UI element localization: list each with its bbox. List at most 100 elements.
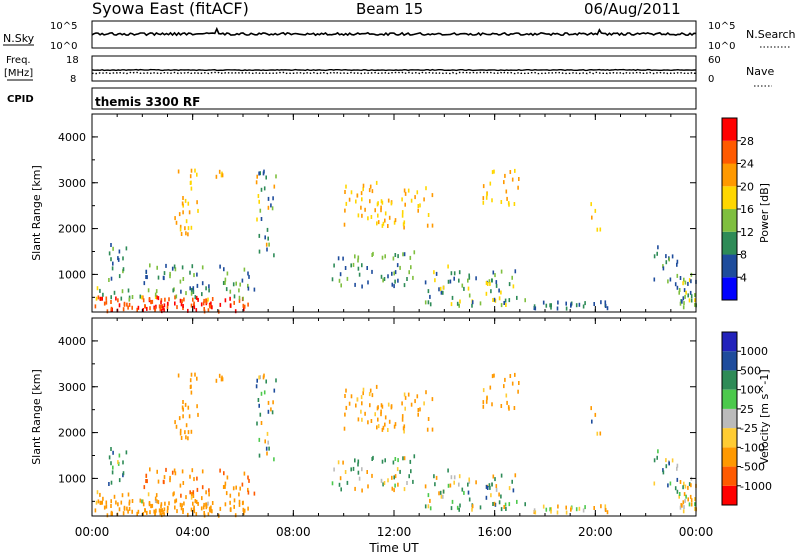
- data-cell: [192, 501, 194, 506]
- data-cell: [409, 255, 412, 260]
- data-cell: [258, 199, 260, 204]
- data-cell: [453, 480, 455, 485]
- data-cell: [471, 507, 473, 512]
- data-cell: [479, 301, 482, 306]
- data-cell: [196, 476, 198, 481]
- freq-tick-bottom: 8: [70, 74, 76, 85]
- data-cell: [434, 278, 436, 283]
- data-cell: [182, 210, 184, 215]
- data-cell: [375, 180, 378, 185]
- data-cell: [366, 266, 368, 270]
- data-cell: [185, 495, 187, 500]
- data-cell: [517, 185, 519, 190]
- data-cell: [195, 499, 198, 504]
- data-cell: [272, 400, 274, 405]
- ytick-label: 2000: [58, 223, 86, 236]
- data-cell: [180, 302, 183, 307]
- data-cell: [401, 213, 404, 218]
- data-cell: [545, 303, 548, 308]
- data-cell: [676, 466, 678, 471]
- data-cell: [396, 467, 399, 472]
- data-cell: [203, 511, 205, 515]
- data-cell: [180, 232, 183, 236]
- data-cell: [479, 505, 482, 510]
- data-cell: [512, 488, 515, 493]
- colorbar-segment: [722, 447, 737, 467]
- data-cell: [556, 306, 559, 311]
- data-cell: [361, 197, 363, 202]
- data-cell: [190, 168, 193, 173]
- data-cell: [489, 385, 492, 390]
- data-cell: [604, 304, 607, 308]
- data-cell: [416, 394, 419, 399]
- data-cell: [357, 417, 360, 422]
- data-cell: [166, 301, 169, 306]
- data-cell: [557, 300, 559, 305]
- data-cell: [110, 243, 112, 247]
- data-cell: [516, 295, 518, 300]
- data-cell: [516, 499, 518, 504]
- data-cell: [183, 501, 185, 506]
- data-cell: [203, 307, 205, 311]
- data-cell: [384, 254, 386, 259]
- data-cell: [578, 302, 581, 307]
- data-cell: [596, 431, 599, 436]
- data-cell: [157, 296, 160, 301]
- data-cell: [163, 512, 165, 517]
- data-cell: [485, 195, 488, 200]
- data-cell: [229, 296, 231, 301]
- data-cell: [181, 299, 183, 304]
- data-cell: [468, 273, 470, 278]
- data-cell: [121, 493, 124, 498]
- data-cell: [233, 498, 236, 503]
- time-axis: 00:00 04:00 08:00 12:00 16:00 20:00 00:00: [75, 114, 713, 539]
- data-cell: [403, 429, 405, 434]
- data-cell: [485, 484, 488, 489]
- data-cell: [190, 180, 192, 185]
- data-cell: [494, 298, 497, 303]
- data-cell: [669, 481, 672, 486]
- data-cell: [267, 196, 270, 201]
- data-cell: [461, 487, 464, 492]
- data-cell: [427, 289, 430, 294]
- data-cell: [95, 296, 98, 301]
- data-cell: [343, 426, 346, 431]
- data-cell: [542, 300, 545, 305]
- data-cell: [354, 254, 356, 259]
- data-cell: [371, 189, 374, 194]
- data-cell: [662, 264, 664, 269]
- data-cell: [267, 205, 270, 210]
- data-cell: [401, 414, 404, 419]
- data-cell: [166, 509, 169, 514]
- data-cell: [137, 509, 140, 514]
- data-cell: [247, 475, 249, 480]
- data-cell: [493, 373, 495, 378]
- data-cell: [179, 502, 182, 507]
- data-cell: [492, 474, 495, 479]
- data-cell: [169, 274, 171, 279]
- data-cell: [662, 266, 665, 271]
- data-cell: [450, 271, 453, 276]
- data-cell: [190, 429, 193, 434]
- data-cell: [419, 407, 421, 412]
- data-cell: [337, 460, 340, 465]
- data-cell: [545, 507, 548, 512]
- data-cell: [442, 494, 444, 499]
- data-cell: [273, 184, 276, 189]
- data-cell: [417, 208, 419, 213]
- data-cell: [438, 491, 440, 496]
- colorbar-tick-label: 1000: [740, 345, 768, 358]
- data-cell: [508, 282, 511, 287]
- data-cell: [344, 470, 347, 474]
- data-cell: [429, 294, 431, 299]
- data-cell: [549, 507, 551, 512]
- data-cell: [371, 473, 373, 478]
- data-cell: [362, 391, 364, 396]
- data-cell: [180, 436, 183, 440]
- data-cell: [350, 263, 352, 268]
- data-cell: [162, 510, 164, 515]
- data-cell: [361, 488, 363, 493]
- data-cell: [110, 504, 112, 508]
- data-cell: [491, 198, 493, 203]
- data-cell: [665, 458, 667, 463]
